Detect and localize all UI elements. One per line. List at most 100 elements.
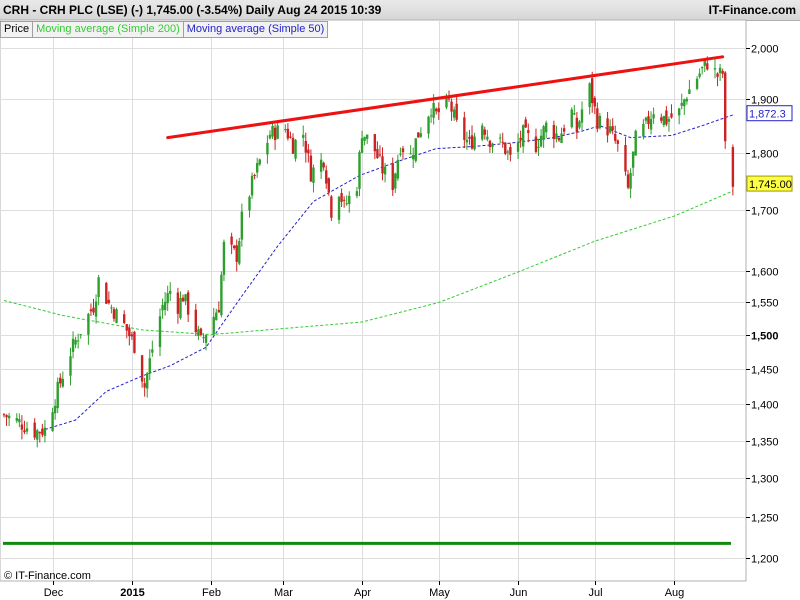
candle-body xyxy=(250,175,254,196)
x-tick-label: Jun xyxy=(510,587,528,599)
candle xyxy=(158,308,162,357)
candle xyxy=(718,63,722,81)
candle xyxy=(179,291,182,320)
candle-body xyxy=(409,153,412,155)
candle-body xyxy=(644,117,648,121)
candle-body xyxy=(731,147,735,187)
candle xyxy=(537,138,540,156)
candle xyxy=(596,102,599,133)
candle xyxy=(294,138,297,162)
candle xyxy=(394,172,397,193)
candle xyxy=(302,125,305,147)
candle-body xyxy=(427,116,430,134)
candle-body xyxy=(18,419,21,423)
candle-body xyxy=(115,309,118,324)
candle-body xyxy=(383,166,387,175)
candle xyxy=(107,291,111,305)
candle-body xyxy=(268,134,272,139)
candle xyxy=(76,333,80,349)
legend-ma50[interactable]: Moving average (Simple 50) xyxy=(186,23,325,35)
candle-body xyxy=(560,133,563,144)
candle-body xyxy=(169,290,172,294)
candle xyxy=(463,111,466,149)
candle-body xyxy=(253,174,256,176)
candle xyxy=(202,333,205,343)
candle-body xyxy=(176,292,180,314)
y-tick-label: 1,200 xyxy=(751,554,779,566)
candle xyxy=(289,131,292,139)
candle-body xyxy=(680,102,683,106)
candle-body xyxy=(112,309,116,319)
candle-body xyxy=(539,135,543,147)
candle xyxy=(455,96,458,122)
candle-body xyxy=(447,98,451,100)
candle xyxy=(662,115,666,128)
candle-body xyxy=(143,383,146,388)
candle xyxy=(713,58,717,79)
legend-ma200[interactable]: Moving average (Simple 200) xyxy=(33,22,184,37)
candle xyxy=(539,128,543,148)
candle xyxy=(419,127,423,138)
candle-body xyxy=(61,378,65,387)
candle xyxy=(414,138,417,163)
candle xyxy=(473,132,476,151)
ma200-series xyxy=(3,190,734,336)
candle xyxy=(652,107,655,124)
candle xyxy=(667,116,671,132)
candle-body xyxy=(555,133,558,139)
x-tick-label: Aug xyxy=(665,587,685,599)
candle-body xyxy=(588,83,591,108)
candle-body xyxy=(345,203,348,205)
candle xyxy=(629,168,632,199)
candle-body xyxy=(629,172,632,189)
candle xyxy=(391,157,394,196)
candle xyxy=(130,331,134,340)
candle-body xyxy=(527,130,530,134)
x-tick-label: Dec xyxy=(44,587,64,599)
y-tick-label: 1,700 xyxy=(751,206,779,218)
candle-body xyxy=(411,155,415,160)
candle xyxy=(504,141,507,156)
y-tick-label: 1,350 xyxy=(751,437,779,449)
candle-body xyxy=(248,196,251,211)
chart-title: CRH - CRH PLC (LSE) (-) 1,745.00 (-3.54%… xyxy=(3,3,382,17)
candle xyxy=(232,244,236,251)
candle xyxy=(521,124,525,153)
candle xyxy=(560,127,563,144)
candle xyxy=(437,102,440,120)
candle-body xyxy=(432,102,435,118)
candle xyxy=(319,152,323,179)
candle xyxy=(291,133,295,154)
candle-body xyxy=(258,159,261,165)
candle xyxy=(79,334,82,339)
candle xyxy=(396,154,400,181)
candle-body xyxy=(348,195,351,205)
candle-body xyxy=(146,373,149,389)
candle-body xyxy=(163,301,167,310)
candle-body xyxy=(87,313,90,335)
candle-body xyxy=(255,163,259,173)
candle xyxy=(483,126,487,140)
candle xyxy=(519,130,522,148)
candle-body xyxy=(56,381,59,409)
candle-body xyxy=(327,178,331,193)
last-price-tag-label: 1,745.00 xyxy=(749,179,792,191)
candle xyxy=(15,413,18,424)
candle xyxy=(89,303,93,316)
legend-price[interactable]: Price xyxy=(1,22,34,37)
candle-body xyxy=(123,314,126,324)
candle-body xyxy=(130,334,134,337)
candle xyxy=(348,191,351,213)
candle xyxy=(217,301,221,313)
candle-body xyxy=(596,108,599,129)
candle-body xyxy=(660,117,663,121)
candle-body xyxy=(140,355,144,382)
ma50-value-tag-box xyxy=(746,105,793,122)
candle xyxy=(501,132,504,148)
candle-body xyxy=(105,282,108,304)
trend-line xyxy=(166,55,725,140)
candle xyxy=(524,116,527,129)
candle xyxy=(552,120,556,149)
candle xyxy=(143,377,146,397)
